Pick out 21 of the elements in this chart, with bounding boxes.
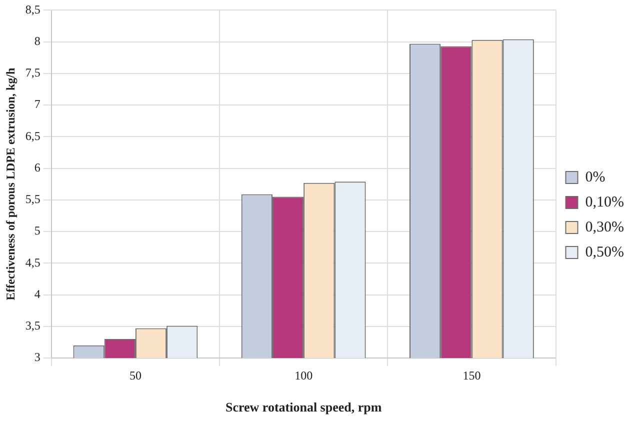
x-tick-label: 100: [294, 368, 313, 382]
x-tick-label: 50: [129, 368, 142, 382]
y-tick-label: 7: [34, 97, 40, 112]
y-tick-label: 8: [34, 34, 40, 48]
y-tick-label: 5: [34, 224, 40, 238]
y-tick-label: 7,5: [25, 66, 40, 80]
y-tick-label: 4: [34, 286, 40, 301]
legend-label: 0,10%: [585, 194, 624, 210]
legend-label: 0,50%: [585, 244, 624, 260]
y-tick-label: 3: [34, 350, 40, 364]
x-axis-title: Screw rotational speed, rpm: [225, 400, 382, 415]
y-axis-title: Effectiveness of porous LDPE extrusion, kg/h: [3, 68, 18, 300]
y-tick-label: 8,5: [25, 2, 40, 16]
y-tick-label: 4,5: [25, 255, 40, 270]
y-tick-label: 5,5: [25, 192, 40, 206]
y-tick-label: 6: [34, 160, 40, 174]
y-tick-label: 3,5: [25, 318, 40, 333]
x-tick-label: 150: [462, 368, 481, 382]
y-tick-label: 6,5: [25, 128, 40, 143]
legend-label: 0%: [585, 169, 606, 186]
legend-label: 0,30%: [585, 219, 624, 236]
